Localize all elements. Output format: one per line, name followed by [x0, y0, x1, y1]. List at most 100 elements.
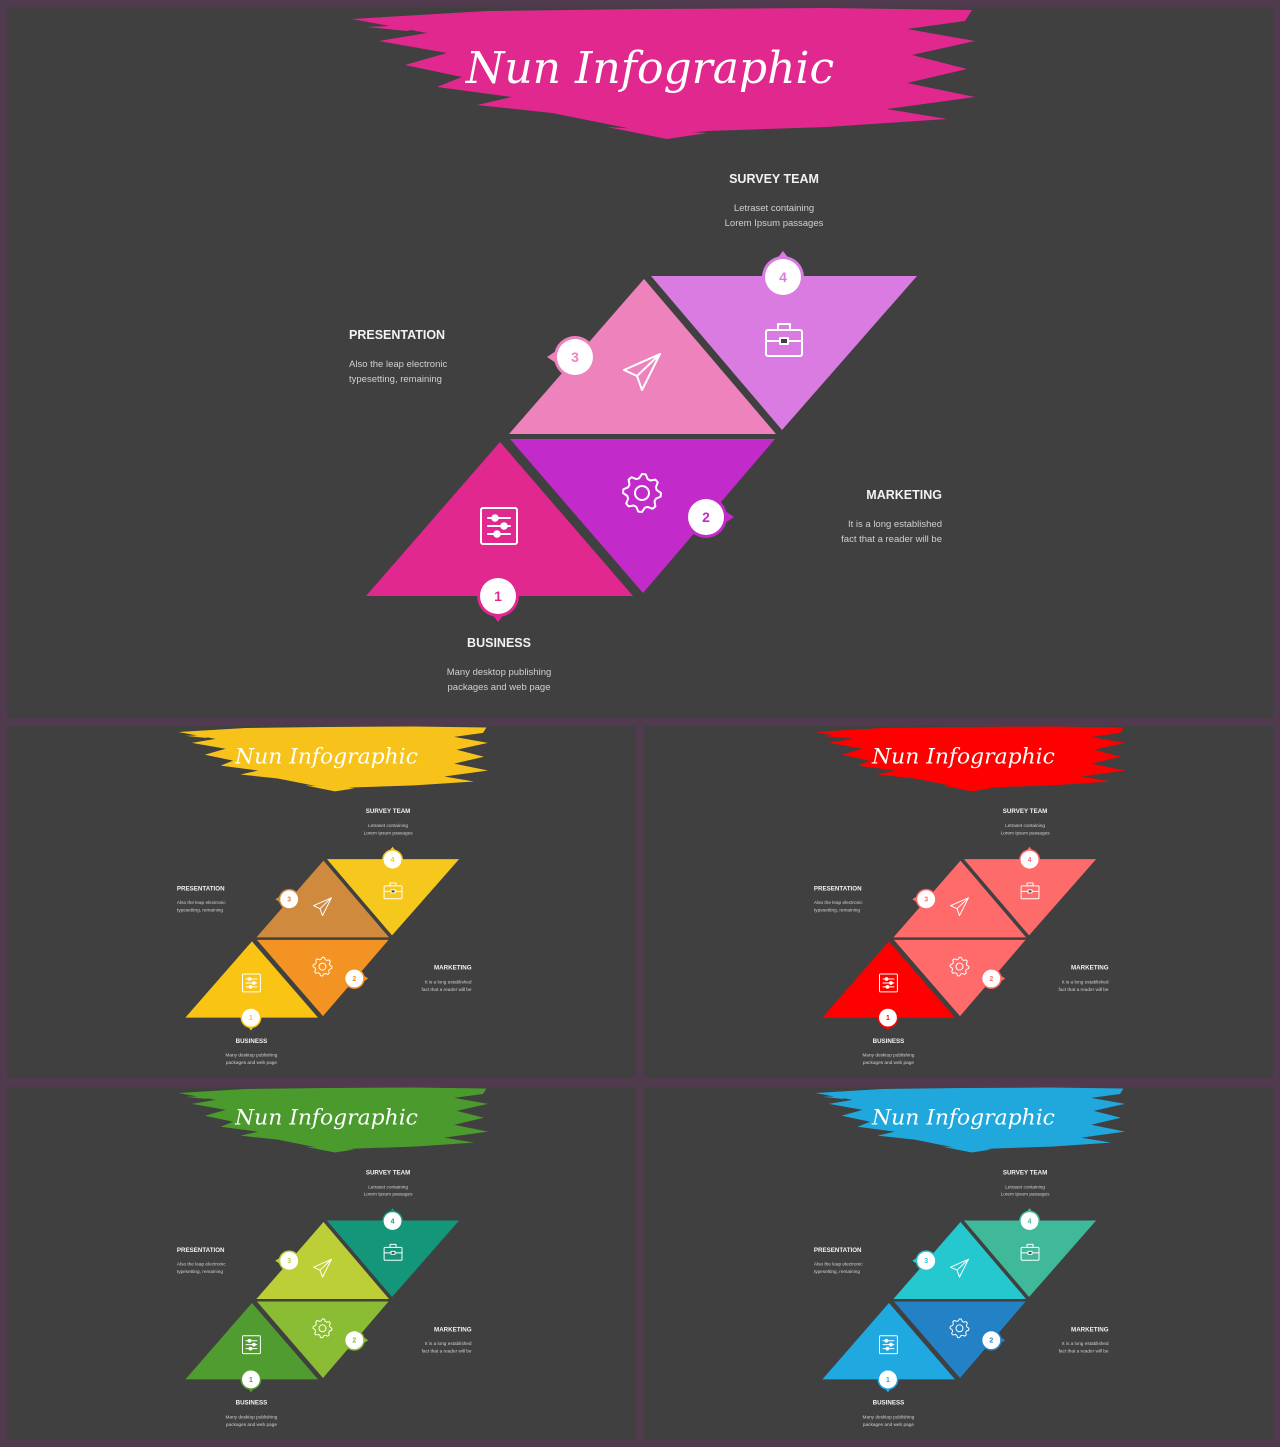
gear-icon: [622, 473, 662, 513]
step-3-label: PRESENTATION: [814, 885, 862, 892]
step-1-desc: packages and web page: [863, 1422, 914, 1427]
badge-circle: [383, 1212, 402, 1230]
step-4-desc: Letraset containing: [368, 823, 408, 828]
slide-title: Nun Infographic: [465, 43, 834, 94]
briefcase-icon: [1020, 882, 1040, 900]
step-3-badge: 3: [275, 888, 300, 910]
slide-blue: Nun Infographic 1 2 3 4 BUSINESS Many desktop …: [644, 1087, 1273, 1440]
badge-circle: [1020, 1212, 1039, 1230]
gear-icon: [949, 1318, 970, 1339]
step-4-badge: 4: [762, 251, 804, 298]
title-brush: [352, 8, 975, 139]
slide-yellow: Nun Infographic 1 2 3 4 BUSINESS Many desktop …: [7, 726, 636, 1078]
step-2-triangle: [256, 939, 389, 1017]
title-brush: [178, 1087, 488, 1153]
step-2-desc: It is a long established: [425, 1341, 472, 1346]
gear-icon: [312, 1318, 333, 1339]
paper-plane-icon: [950, 1258, 969, 1278]
title-brush: [815, 726, 1125, 792]
step-4-badge: 4: [382, 1208, 403, 1232]
step-2-label: MARKETING: [866, 488, 942, 502]
step-4-desc: Letraset containing: [1005, 1184, 1045, 1189]
badge-number: 3: [287, 897, 291, 904]
badge-circle: [242, 1008, 260, 1027]
step-3-badge: 3: [275, 1250, 300, 1272]
badge-number: 1: [886, 1015, 890, 1022]
step-3-triangle: [893, 1222, 1027, 1299]
step-1-label: BUSINESS: [236, 1038, 268, 1045]
slide-main: Nun Infographic 1 2 3 4 BUSINESS Many desktop …: [7, 7, 1273, 718]
step-4-desc: Lorem Ipsum passages: [1001, 830, 1051, 835]
step-1-label: BUSINESS: [236, 1400, 268, 1407]
badge-number: 2: [352, 1338, 356, 1345]
step-2: [256, 939, 389, 1017]
step-2: [893, 939, 1026, 1017]
step-4-desc: Lorem Ipsum passages: [1001, 1192, 1051, 1197]
briefcase-icon: [383, 882, 403, 900]
briefcase-icon: [383, 1243, 403, 1261]
badge-number: 4: [779, 269, 787, 285]
step-4-triangle: [963, 859, 1097, 936]
step-3-desc: typesetting, remaining: [349, 374, 442, 385]
title-brush: [178, 726, 488, 792]
step-2-triangle: [893, 1301, 1026, 1378]
badge-number: 4: [1028, 1219, 1032, 1226]
step-2-badge: 2: [980, 968, 1006, 989]
step-4-desc: Lorem Ipsum passages: [725, 218, 824, 229]
step-4: [963, 859, 1097, 936]
badge-number: 4: [391, 857, 395, 864]
step-4-desc: Lorem Ipsum passages: [364, 1192, 414, 1197]
step-2: [256, 1301, 389, 1378]
step-1-badge: 1: [477, 575, 519, 622]
step-3-badge: 3: [547, 336, 596, 378]
step-3-label: PRESENTATION: [177, 1247, 225, 1254]
badge-circle: [982, 1331, 1001, 1350]
step-2-badge: 2: [343, 968, 369, 989]
step-3-label: PRESENTATION: [349, 328, 445, 342]
step-4-badge: 4: [1019, 846, 1040, 871]
step-2-label: MARKETING: [1071, 1326, 1109, 1333]
step-2: [510, 439, 775, 593]
title-brush: [815, 1087, 1125, 1153]
step-4-desc: Lorem Ipsum passages: [364, 830, 414, 835]
step-2-desc: fact that a reader will be: [422, 987, 472, 992]
step-3: [893, 860, 1027, 938]
badge-circle: [879, 1370, 897, 1389]
sliders-icon: [879, 1335, 898, 1355]
badge-circle: [765, 259, 801, 295]
step-2-desc: It is a long established: [848, 519, 942, 530]
step-4-triangle: [326, 859, 460, 936]
step-4-triangle: [326, 1220, 460, 1298]
step-2-desc: fact that a reader will be: [422, 1349, 472, 1354]
step-3-badge: 3: [912, 1250, 937, 1272]
step-2-desc: fact that a reader will be: [841, 534, 942, 545]
diagram-canvas: Nun Infographic 1 2 3 4 BUSINESS Many desktop …: [177, 1087, 488, 1427]
step-1-desc: Many desktop publishing: [863, 1415, 915, 1420]
sliders-icon: [879, 973, 898, 993]
step-2-desc: It is a long established: [1062, 1341, 1109, 1346]
step-2-triangle: [893, 939, 1026, 1017]
step-4-desc: Letraset containing: [368, 1184, 408, 1189]
slide-title: Nun Infographic: [234, 1106, 418, 1131]
gear-icon: [312, 956, 333, 977]
step-3-desc: typesetting, remaining: [814, 1269, 860, 1274]
slide-green: Nun Infographic 1 2 3 4 BUSINESS Many desktop …: [7, 1087, 636, 1440]
badge-circle: [688, 499, 724, 535]
step-3: [256, 860, 390, 938]
step-1: [822, 941, 956, 1018]
step-3: [509, 279, 776, 434]
step-3-label: PRESENTATION: [177, 885, 225, 892]
sliders-icon: [242, 973, 261, 993]
sliders-icon: [242, 1335, 261, 1355]
step-3-desc: Also the leap electronic: [349, 359, 447, 370]
step-4: [963, 1220, 1097, 1298]
step-1-desc: packages and web page: [226, 1060, 277, 1065]
step-2-label: MARKETING: [434, 965, 472, 972]
step-3-triangle: [256, 860, 390, 938]
step-1-desc: Many desktop publishing: [447, 667, 552, 678]
step-1: [185, 941, 319, 1018]
paper-plane-icon: [313, 897, 332, 917]
badge-circle: [242, 1370, 260, 1389]
badge-number: 2: [352, 976, 356, 983]
badge-number: 1: [494, 588, 502, 604]
